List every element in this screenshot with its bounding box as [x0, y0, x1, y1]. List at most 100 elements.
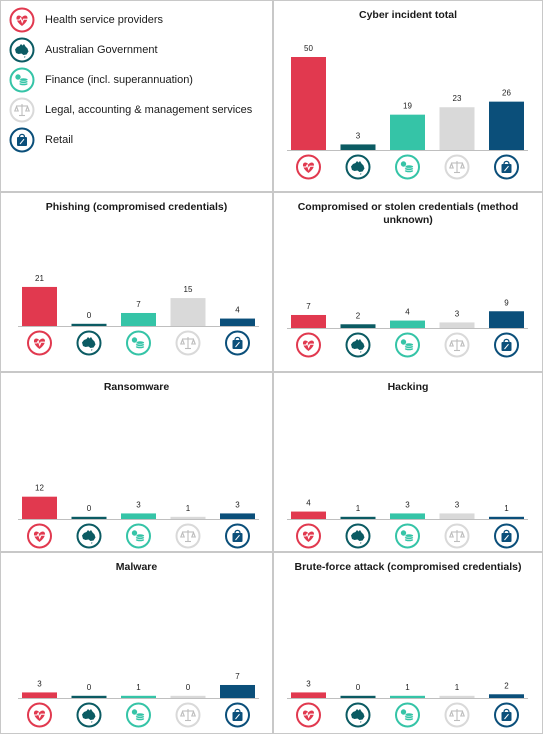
legend-label: Retail — [45, 134, 74, 146]
legend-item-health: Health service providers — [9, 7, 163, 33]
data-label: 3 — [37, 679, 42, 688]
bar-finance-incl-superannuation — [390, 320, 425, 328]
bar-chart: 7 2 4 3 — [287, 298, 528, 358]
shopping-bag-icon — [225, 702, 250, 728]
chart-panel-cyber-incident-total: Cyber incident total 50 3 19 23 — [273, 0, 543, 192]
data-label: 4 — [306, 499, 311, 508]
coin-stack-icon — [126, 702, 151, 728]
heart-pulse-icon — [296, 523, 321, 549]
australia-map-icon — [76, 523, 102, 549]
data-label: 1 — [186, 504, 191, 513]
chart-title: Hacking — [387, 381, 429, 393]
data-label: 3 — [405, 500, 410, 509]
bar-health-service-providers — [291, 511, 326, 519]
legend-label: Health service providers — [45, 14, 163, 26]
data-label: 19 — [403, 102, 412, 111]
legend-item-retail: Retail — [9, 127, 73, 153]
data-label: 50 — [304, 44, 313, 53]
chart-title: Compromised or stolen credentials (metho… — [297, 201, 519, 226]
bar-chart: 12 0 3 1 — [18, 484, 259, 549]
bar-retail — [489, 516, 524, 519]
shopping-bag-icon — [225, 523, 250, 549]
chart-title: Brute-force attack (compromised credenti… — [294, 561, 522, 573]
shopping-bag-icon — [494, 154, 519, 180]
heart-pulse-icon — [296, 702, 321, 728]
data-label: 2 — [356, 311, 361, 320]
coin-stack-icon — [126, 330, 151, 356]
bar-australian-government — [71, 695, 107, 698]
legend-label: Australian Government — [45, 44, 158, 56]
scales-icon — [175, 523, 201, 549]
australia-map-icon — [345, 332, 371, 358]
data-label: 0 — [87, 504, 92, 513]
data-label: 1 — [504, 504, 509, 513]
data-label: 1 — [356, 504, 361, 513]
chart-title: Malware — [115, 561, 158, 573]
legend-item-legal: Legal, accounting & management services — [9, 97, 252, 123]
scales-icon — [175, 330, 201, 356]
chart-title: Cyber incident total — [358, 9, 457, 21]
data-label: 0 — [87, 683, 92, 692]
heart-pulse-icon — [9, 7, 35, 33]
data-label: 21 — [35, 274, 44, 283]
scales-icon — [444, 523, 470, 549]
shopping-bag-icon — [494, 523, 519, 549]
data-label: 0 — [87, 311, 92, 320]
coin-stack-icon — [395, 523, 420, 549]
coin-stack-icon — [395, 154, 420, 180]
shopping-bag-icon — [494, 332, 519, 358]
legend: Health service providers Australian Gove… — [0, 0, 273, 192]
chart-panel-hacking: Hacking 4 1 3 3 — [273, 372, 543, 552]
bar-chart: 3 0 1 0 — [18, 672, 259, 728]
legend-item-government: Australian Government — [9, 37, 158, 63]
bar-health-service-providers — [291, 57, 326, 150]
bar-chart: 50 3 19 23 — [287, 44, 528, 180]
bar-finance-incl-superannuation — [121, 513, 156, 519]
bar-health-service-providers — [22, 692, 57, 698]
coin-stack-icon — [395, 702, 420, 728]
shopping-bag-icon — [494, 702, 519, 728]
heart-pulse-icon — [27, 702, 52, 728]
data-label: 3 — [455, 309, 460, 318]
chart-title: Ransomware — [103, 381, 170, 393]
data-label: 7 — [306, 302, 311, 311]
data-label: 15 — [184, 285, 193, 294]
data-label: 2 — [504, 681, 509, 690]
australia-map-icon — [345, 154, 371, 180]
bar-australian-government — [340, 324, 376, 328]
bar-finance-incl-superannuation — [121, 695, 156, 698]
data-label: 3 — [235, 500, 240, 509]
data-label: 1 — [405, 683, 410, 692]
data-label: 0 — [356, 683, 361, 692]
bar-chart: 4 1 3 3 — [287, 499, 528, 549]
data-label: 9 — [504, 298, 509, 307]
bar-legal-accounting-management-services — [439, 107, 475, 150]
bar-health-service-providers — [22, 496, 57, 519]
chart-panel-brute-force-attack-compromised-credentials: Brute-force attack (compromised credenti… — [273, 552, 543, 734]
australia-map-icon — [76, 330, 102, 356]
heart-pulse-icon — [296, 332, 321, 358]
data-label: 1 — [136, 683, 141, 692]
data-label: 4 — [235, 306, 240, 315]
bar-health-service-providers — [291, 314, 326, 328]
coin-stack-icon — [9, 67, 35, 93]
australia-map-icon — [9, 37, 35, 63]
legend-label: Legal, accounting & management services — [45, 104, 253, 116]
australia-map-icon — [76, 702, 102, 728]
bar-australian-government — [71, 323, 107, 326]
data-label: 26 — [502, 89, 511, 98]
scales-icon — [444, 332, 470, 358]
bar-legal-accounting-management-services — [439, 322, 475, 328]
chart-panel-ransomware: Ransomware 12 0 3 1 — [0, 372, 273, 552]
bar-health-service-providers — [22, 286, 57, 326]
bar-australian-government — [71, 516, 107, 519]
shopping-bag-icon — [225, 330, 250, 356]
bar-finance-incl-superannuation — [390, 513, 425, 519]
bar-finance-incl-superannuation — [390, 695, 425, 698]
scales-icon — [175, 702, 201, 728]
scales-icon — [9, 97, 35, 123]
data-label: 3 — [306, 679, 311, 688]
bar-australian-government — [340, 144, 376, 150]
data-label: 1 — [455, 683, 460, 692]
